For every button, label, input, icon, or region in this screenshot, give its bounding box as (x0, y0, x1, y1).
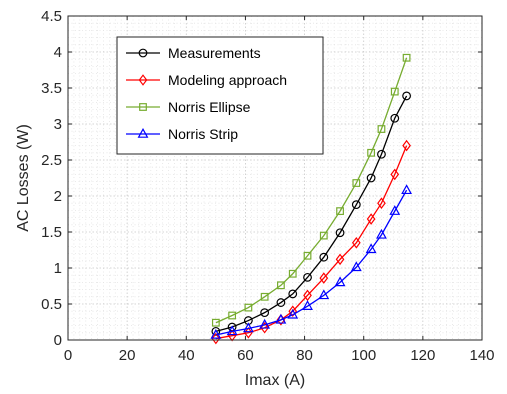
x-tick-labels: 0 20 40 60 80 100 120 140 (64, 347, 495, 364)
data-point-marker (211, 318, 220, 327)
data-point-marker (402, 53, 411, 62)
y-tick-label: 3 (54, 116, 62, 133)
data-point-marker (376, 228, 387, 239)
x-axis-label: Imax (A) (245, 372, 305, 389)
data-point-marker (402, 91, 411, 101)
series-norris-ellipse (211, 53, 411, 327)
data-point-marker (244, 303, 253, 312)
data-point-marker (334, 276, 346, 287)
data-point-marker (319, 231, 328, 240)
legend-label: Modeling approach (168, 72, 287, 88)
data-point-marker (287, 308, 299, 319)
x-tick-label: 140 (469, 347, 494, 364)
data-point-marker (377, 149, 386, 159)
y-tick-label: 1.5 (41, 224, 62, 241)
data-point-marker (303, 251, 312, 260)
data-point-marker (277, 281, 285, 290)
x-tick-label: 120 (410, 347, 435, 364)
data-point-marker (350, 261, 362, 272)
legend-item: Measurements (126, 45, 261, 61)
legend-item: Norris Ellipse (126, 99, 251, 115)
y-tick-label: 4 (54, 44, 62, 61)
data-point-marker (335, 228, 345, 238)
data-point-marker (319, 252, 329, 262)
legend-marker (137, 127, 149, 138)
legend-label: Norris Ellipse (168, 99, 251, 115)
data-point-marker (402, 139, 411, 152)
data-point-marker (366, 213, 376, 225)
data-point-marker (259, 318, 271, 329)
data-point-marker (351, 236, 361, 249)
y-tick-label: 1 (54, 260, 62, 277)
data-point-marker (390, 113, 400, 123)
data-point-marker (242, 322, 254, 333)
axes-box (67, 15, 483, 341)
legend-label: Measurements (168, 45, 261, 61)
x-tick-label: 20 (119, 347, 136, 364)
x-tick-label: 100 (351, 347, 376, 364)
y-tick-labels: 0 0.5 1 1.5 2 2.5 3 3.5 4 4.5 (41, 8, 62, 349)
y-tick-label: 3.5 (41, 80, 62, 97)
data-point-marker (389, 205, 401, 215)
y-tick-label: 2 (54, 188, 62, 205)
legend-item: Norris Strip (126, 126, 238, 142)
data-point-marker (288, 269, 297, 278)
data-point-marker (260, 308, 270, 318)
data-point-marker (365, 243, 377, 254)
data-point-marker (319, 272, 329, 284)
x-tick-label: 40 (178, 347, 195, 364)
y-axis-label: AC Losses (W) (15, 124, 32, 232)
data-point-marker (211, 326, 221, 336)
data-point-marker (335, 253, 345, 266)
data-point-marker (260, 321, 270, 334)
data-point-marker (210, 328, 222, 339)
data-point-marker (211, 332, 221, 345)
y-tick-label: 0 (54, 332, 62, 349)
data-point-marker (260, 292, 269, 301)
data-point-marker (288, 289, 298, 299)
legend-marker (138, 74, 148, 86)
series-norris-strip (210, 184, 413, 339)
data-point-marker (366, 173, 376, 183)
data-point-marker (302, 300, 313, 310)
axes-frame (67, 15, 483, 341)
series-layer (210, 53, 413, 345)
legend-item: Modeling approach (126, 72, 287, 88)
data-point-marker (288, 305, 298, 317)
data-point-marker (351, 200, 361, 210)
y-tick-label: 0.5 (41, 296, 62, 313)
data-point-marker (318, 289, 330, 300)
data-point-marker (275, 313, 287, 324)
data-point-marker (377, 197, 386, 210)
data-point-marker (226, 325, 238, 336)
data-point-marker (377, 125, 386, 133)
legend-marker (138, 48, 148, 58)
y-tick-label: 2.5 (41, 152, 62, 169)
x-tick-label: 0 (64, 347, 72, 364)
legend: Measurements Modeling approach Norris Elli… (116, 36, 324, 155)
data-point-marker (367, 148, 376, 157)
x-tick-label: 80 (296, 347, 313, 364)
y-tick-label: 4.5 (41, 8, 62, 25)
data-point-marker (276, 298, 286, 307)
x-tick-label: 60 (237, 347, 254, 364)
legend-marker (139, 103, 147, 111)
data-point-marker (228, 311, 237, 320)
data-point-marker (352, 179, 361, 187)
data-point-marker (390, 87, 399, 96)
legend-label: Norris Strip (168, 126, 238, 142)
data-point-marker (336, 207, 344, 216)
data-point-marker (390, 168, 400, 181)
data-point-marker (401, 184, 413, 195)
data-point-marker (303, 272, 312, 282)
series-measurements (211, 91, 411, 336)
